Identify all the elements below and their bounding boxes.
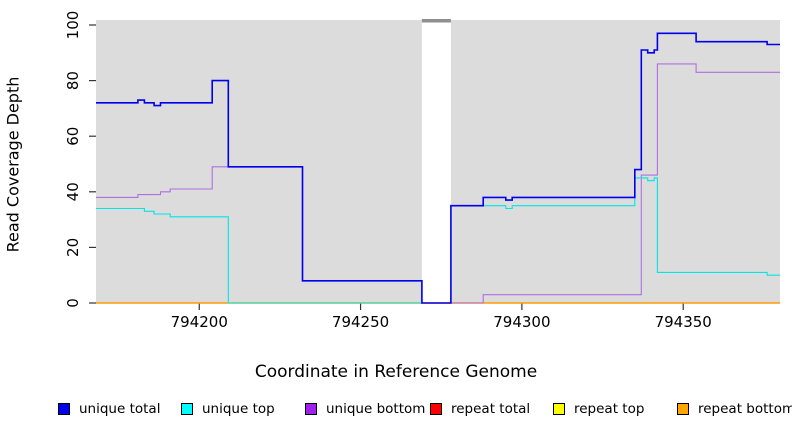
legend-item-unique-top: unique top	[181, 398, 275, 420]
series-line-unique-total	[96, 32, 780, 304]
x-tick-label: 794200	[171, 313, 228, 331]
y-tick-label: 100	[64, 11, 82, 40]
legend-label: repeat top	[574, 401, 645, 417]
legend-item-repeat-top: repeat top	[553, 398, 644, 420]
x-tick-label: 794300	[493, 313, 550, 331]
gap-marker	[421, 19, 451, 23]
legend-swatch-unique-total	[58, 403, 70, 415]
legend-item-unique-bottom: unique bottom	[305, 398, 425, 420]
legend: unique total unique top unique bottom repea…	[0, 398, 792, 424]
legend-label: unique total	[79, 401, 161, 417]
x-axis-label: Coordinate in Reference Genome	[254, 362, 538, 382]
plot-background	[96, 20, 422, 303]
y-tick-label: 60	[64, 127, 82, 146]
legend-swatch-unique-bottom	[305, 403, 317, 415]
legend-label: unique top	[202, 401, 275, 417]
legend-label: repeat bottom	[698, 401, 792, 417]
series-line-unique-top	[96, 177, 780, 304]
y-tick-label: 0	[64, 298, 82, 308]
y-tick-label: 20	[64, 238, 82, 257]
legend-swatch-repeat-top	[553, 403, 565, 415]
x-tick-label: 794350	[655, 313, 712, 331]
legend-item-repeat-bottom: repeat bottom	[677, 398, 792, 420]
plot-background	[450, 20, 780, 303]
y-tick-label: 40	[64, 182, 82, 201]
x-tick-label: 794250	[332, 313, 389, 331]
legend-item-repeat-total: repeat total	[430, 398, 530, 420]
legend-item-unique-total: unique total	[58, 398, 160, 420]
y-tick-label: 80	[64, 71, 82, 90]
legend-label: repeat total	[451, 401, 531, 417]
legend-label: unique bottom	[326, 401, 426, 417]
legend-swatch-repeat-total	[430, 403, 442, 415]
legend-swatch-repeat-bottom	[677, 403, 689, 415]
legend-swatch-unique-top	[181, 403, 193, 415]
y-axis-label: Read Coverage Depth	[3, 76, 23, 253]
